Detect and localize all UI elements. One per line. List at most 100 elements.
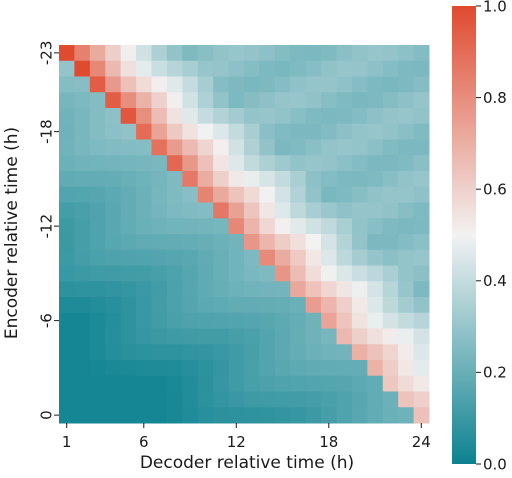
heatmap-cell <box>244 45 260 62</box>
heatmap-cell <box>228 344 245 361</box>
heatmap-cell <box>136 265 152 282</box>
heatmap-cell <box>321 344 337 361</box>
heatmap-cell <box>336 312 353 329</box>
heatmap-cell <box>351 281 368 298</box>
heatmap-cell <box>182 139 199 156</box>
heatmap-cell <box>228 139 245 156</box>
heatmap-cell <box>413 123 430 140</box>
heatmap-cell <box>151 218 168 235</box>
heatmap-cell <box>59 265 75 282</box>
heatmap-cell <box>244 218 260 235</box>
heatmap-cell <box>136 375 152 392</box>
heatmap-cell <box>290 265 307 282</box>
heatmap-cell <box>74 391 91 408</box>
heatmap-cell <box>413 171 430 188</box>
heatmap-cell <box>305 407 322 424</box>
heatmap-cell <box>398 218 415 235</box>
heatmap-cell <box>290 328 307 345</box>
heatmap-cell <box>120 344 137 361</box>
heatmap-cell <box>244 265 260 282</box>
heatmap-cell <box>213 186 230 203</box>
heatmap-cell <box>398 249 415 266</box>
heatmap-cell <box>321 45 337 62</box>
heatmap-cell <box>336 108 353 125</box>
heatmap-cell <box>166 139 183 156</box>
heatmap-cell <box>413 407 430 424</box>
heatmap-cell <box>382 186 399 203</box>
heatmap-cell <box>398 265 415 282</box>
heatmap-cell <box>290 92 307 109</box>
heatmap-cell <box>336 76 353 93</box>
heatmap-cell <box>382 155 399 172</box>
heatmap-cell <box>382 360 399 377</box>
heatmap-cell <box>382 391 399 408</box>
heatmap-cell <box>244 139 260 156</box>
heatmap-cell <box>197 76 214 93</box>
heatmap-cell <box>166 297 183 314</box>
heatmap-cell <box>59 155 75 172</box>
heatmap-cell <box>367 155 384 172</box>
heatmap-cell <box>274 360 291 377</box>
heatmap-cell <box>244 171 260 188</box>
heatmap-cell <box>89 281 106 298</box>
heatmap-cell <box>274 344 291 361</box>
heatmap-cell <box>213 297 230 314</box>
heatmap-cell <box>244 60 260 77</box>
heatmap-cell <box>59 297 75 314</box>
heatmap-cell <box>182 281 199 298</box>
heatmap-cell <box>89 108 106 125</box>
heatmap-cell <box>120 297 137 314</box>
heatmap-cell <box>166 123 183 140</box>
heatmap-cell <box>274 312 291 329</box>
heatmap-cell <box>197 155 214 172</box>
heatmap-cell <box>321 375 337 392</box>
heatmap-cell <box>151 171 168 188</box>
heatmap-cell <box>197 281 214 298</box>
heatmap-cell <box>59 202 75 219</box>
heatmap-cell <box>382 45 399 62</box>
heatmap-cell <box>228 281 245 298</box>
heatmap-cell <box>197 123 214 140</box>
heatmap-cell <box>274 76 291 93</box>
heatmap-cell <box>274 155 291 172</box>
heatmap-cell <box>382 76 399 93</box>
heatmap-cell <box>351 234 368 251</box>
heatmap-cell <box>120 249 137 266</box>
heatmap-cell <box>367 186 384 203</box>
heatmap-cell <box>259 344 276 361</box>
heatmap-cell <box>305 234 322 251</box>
heatmap-cell <box>89 407 106 424</box>
heatmap-cell <box>166 202 183 219</box>
heatmap-cell <box>367 297 384 314</box>
heatmap-cell <box>151 281 168 298</box>
heatmap-cell <box>105 202 122 219</box>
heatmap-cell <box>398 108 415 125</box>
heatmap-cell <box>305 171 322 188</box>
heatmap-cell <box>367 391 384 408</box>
heatmap-cell <box>382 249 399 266</box>
heatmap-cell <box>89 375 106 392</box>
heatmap-cell <box>213 234 230 251</box>
heatmap-cell <box>259 60 276 77</box>
heatmap-cell <box>105 265 122 282</box>
heatmap-cell <box>120 407 137 424</box>
heatmap-cell <box>274 139 291 156</box>
heatmap-cell <box>382 218 399 235</box>
heatmap-cell <box>305 139 322 156</box>
heatmap-cell <box>182 108 199 125</box>
heatmap-cell <box>59 60 75 77</box>
heatmap-cell <box>398 186 415 203</box>
heatmap-cell <box>398 234 415 251</box>
heatmap-cell <box>105 60 122 77</box>
heatmap-cell <box>105 234 122 251</box>
heatmap-cell <box>166 249 183 266</box>
heatmap-cell <box>367 265 384 282</box>
heatmap-cell <box>74 108 91 125</box>
heatmap-cell <box>259 202 276 219</box>
heatmap-cell <box>228 92 245 109</box>
heatmap-cell <box>197 265 214 282</box>
heatmap-cell <box>197 139 214 156</box>
heatmap-cell <box>213 92 230 109</box>
